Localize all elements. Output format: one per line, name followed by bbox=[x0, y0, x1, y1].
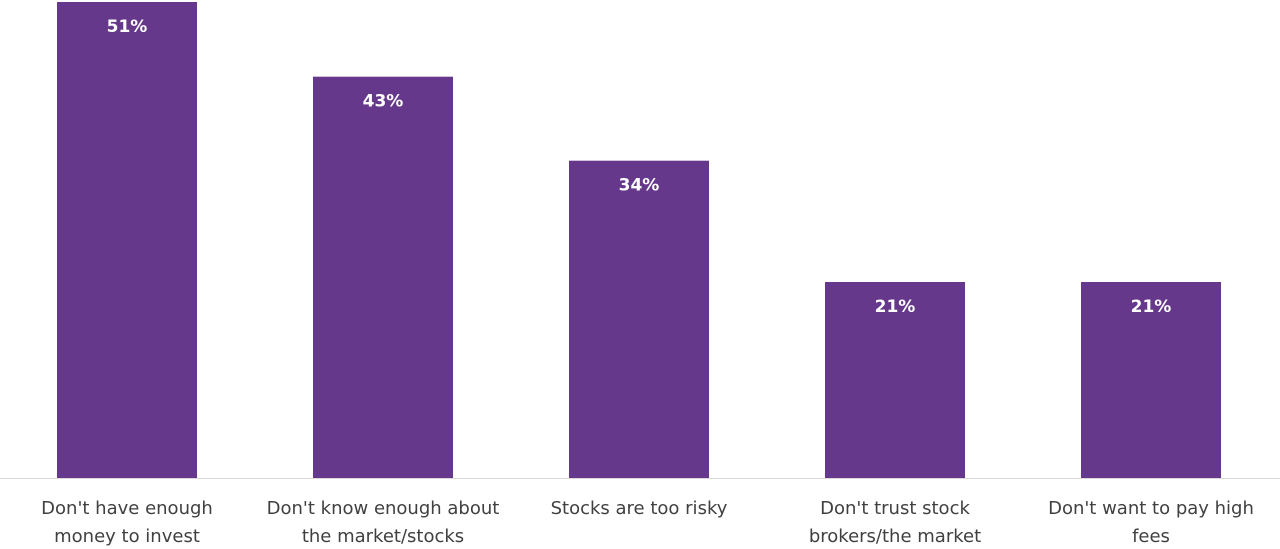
category-label-1-line-2: money to invest bbox=[54, 526, 200, 547]
data-label-2: 43% bbox=[363, 92, 404, 112]
bar-4 bbox=[825, 282, 965, 478]
category-label-5-line-1: Don't want to pay high bbox=[1048, 498, 1254, 519]
labels-group: 51% Don't have enough money to invest 43% Do… bbox=[41, 17, 1254, 547]
category-label-4-line-1: Don't trust stock bbox=[820, 498, 970, 519]
bar-3 bbox=[569, 160, 709, 478]
data-label-5: 21% bbox=[1131, 297, 1172, 317]
bar-2 bbox=[313, 76, 453, 478]
category-label-4-line-2: brokers/the market bbox=[809, 526, 981, 547]
category-label-5-line-2: fees bbox=[1132, 526, 1170, 547]
bar-1 bbox=[57, 2, 197, 478]
data-label-1: 51% bbox=[107, 17, 148, 37]
category-label-1-line-1: Don't have enough bbox=[41, 498, 213, 519]
category-label-2-line-2: the market/stocks bbox=[302, 526, 464, 547]
data-label-4: 21% bbox=[875, 297, 916, 317]
category-label-2-line-1: Don't know enough about bbox=[267, 498, 500, 519]
bar-5 bbox=[1081, 282, 1221, 478]
data-label-3: 34% bbox=[619, 176, 660, 196]
bars-group bbox=[57, 2, 1221, 478]
category-label-3-line-1: Stocks are too risky bbox=[551, 498, 728, 519]
